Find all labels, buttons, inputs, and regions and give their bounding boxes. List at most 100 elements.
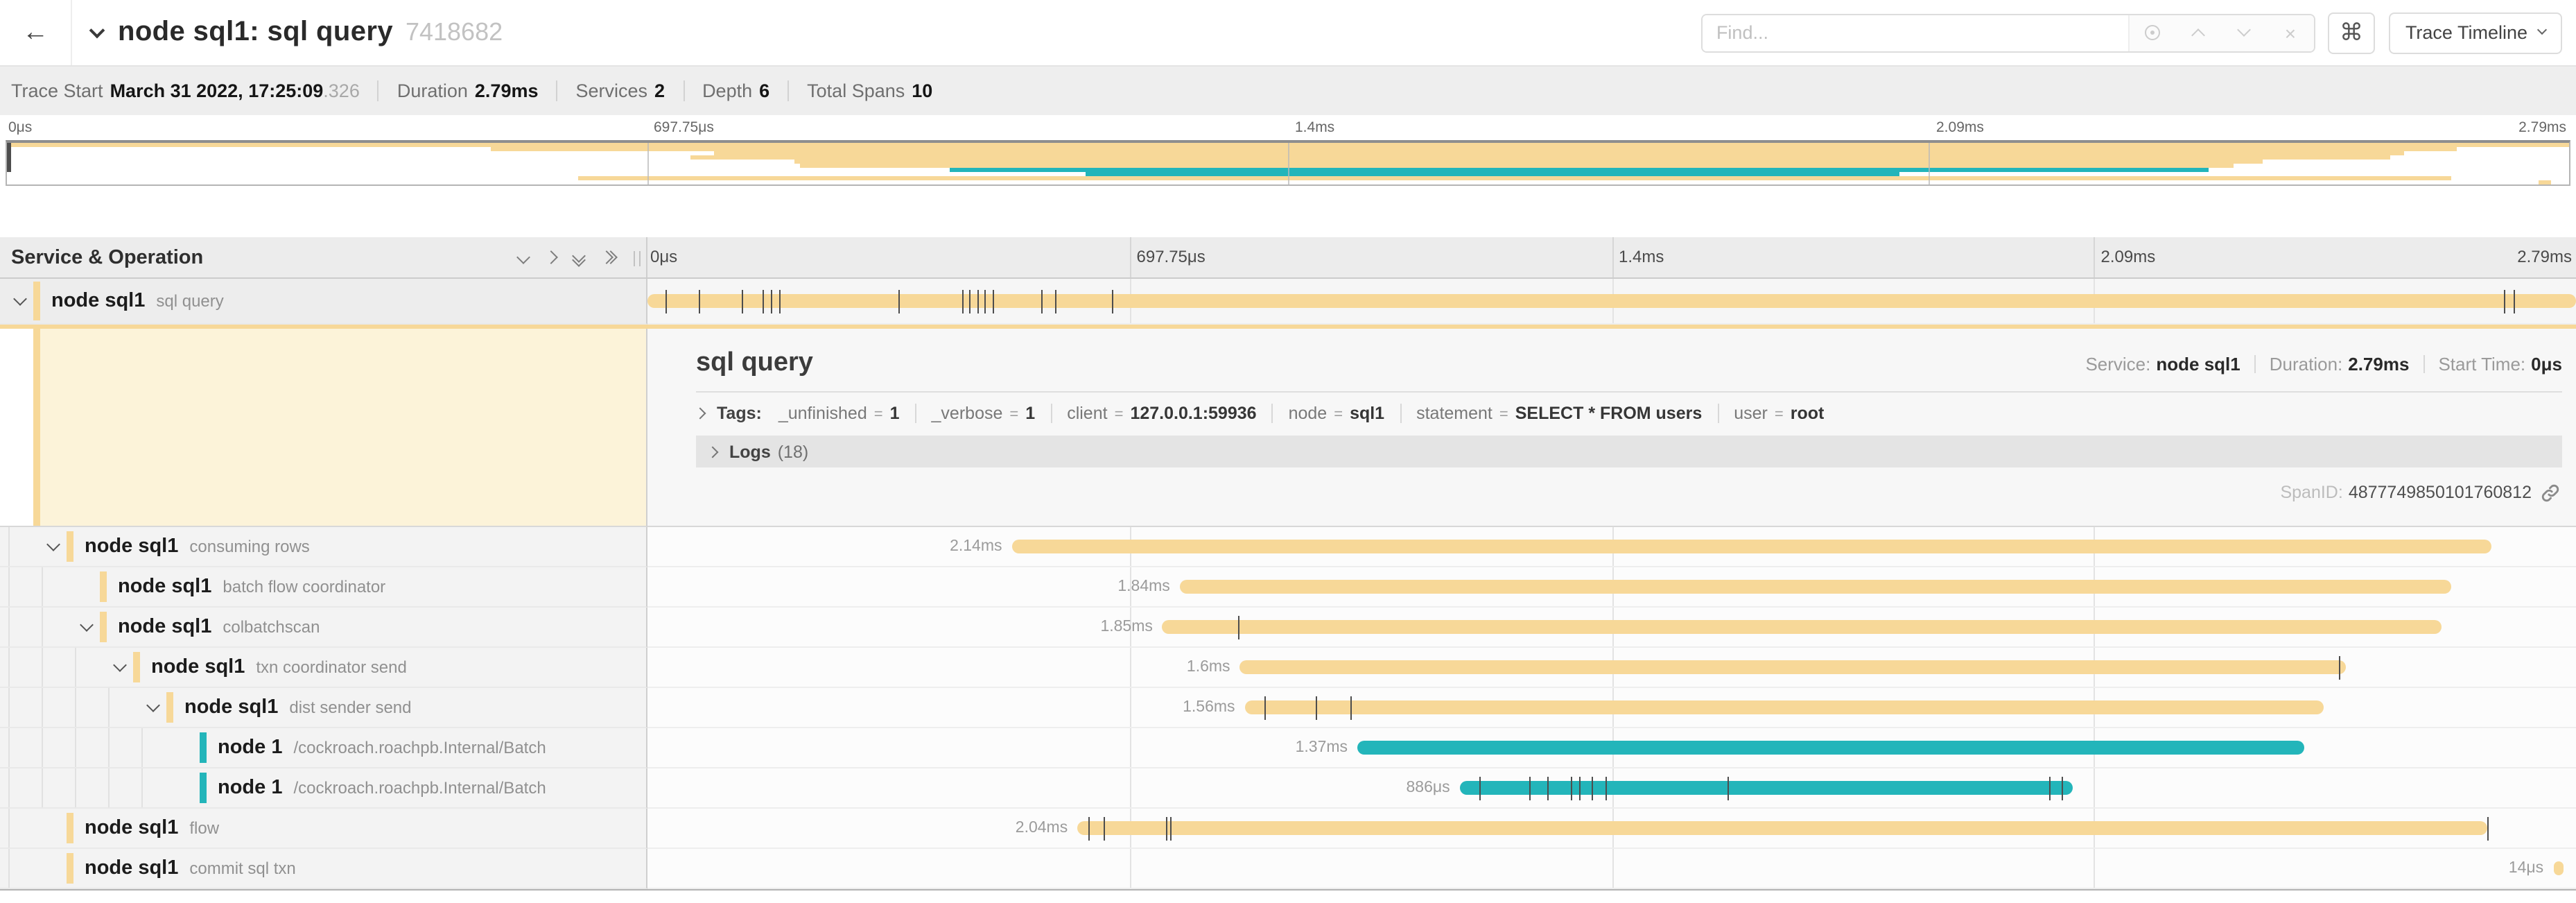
view-selector-button[interactable]: Trace Timeline	[2388, 12, 2562, 53]
log-marker[interactable]	[771, 289, 773, 313]
log-marker[interactable]	[1170, 816, 1172, 840]
log-marker[interactable]	[2049, 776, 2051, 800]
span-row-0[interactable]: node sql1 sql query	[0, 279, 2576, 325]
log-marker[interactable]	[1350, 696, 1352, 719]
span-timeline-cell[interactable]: 2.14ms	[647, 527, 2576, 567]
span-row-9[interactable]: node sql1 commit sql txn 14μs	[0, 849, 2576, 889]
chevron-down-icon[interactable]	[80, 618, 94, 632]
log-marker[interactable]	[665, 289, 668, 313]
span-timeline-cell[interactable]: 2.04ms	[647, 809, 2576, 849]
span-bar[interactable]	[1011, 540, 2491, 553]
log-marker[interactable]	[2504, 289, 2506, 313]
log-marker[interactable]	[1088, 816, 1090, 840]
span-bar[interactable]	[1459, 781, 2073, 795]
log-marker[interactable]	[969, 289, 971, 313]
log-marker[interactable]	[1103, 816, 1105, 840]
column-resize-grip[interactable]	[634, 251, 641, 266]
log-marker[interactable]	[2514, 289, 2516, 313]
prev-result-icon[interactable]	[2189, 23, 2209, 42]
span-timeline-cell[interactable]: 14μs	[647, 849, 2576, 889]
span-bar[interactable]	[1357, 741, 2305, 755]
log-marker[interactable]	[1728, 776, 1730, 800]
log-marker[interactable]	[1165, 816, 1167, 840]
log-marker[interactable]	[2338, 655, 2340, 679]
collapse-all-icon[interactable]	[572, 248, 586, 266]
span-bar[interactable]	[2553, 861, 2564, 875]
log-marker[interactable]	[993, 289, 995, 313]
log-marker[interactable]	[1579, 776, 1581, 800]
expand-one-icon[interactable]	[544, 250, 558, 264]
span-timeline-cell[interactable]	[647, 279, 2576, 325]
span-bar[interactable]	[647, 294, 2576, 308]
chevron-down-icon[interactable]	[46, 538, 60, 551]
span-row-4[interactable]: node sql1 txn coordinator send 1.6ms	[0, 648, 2576, 688]
minimap-drag-handle[interactable]	[7, 143, 11, 172]
span-bar[interactable]	[1077, 821, 2488, 835]
log-marker[interactable]	[1238, 615, 1240, 639]
tree-item[interactable]: node 1/cockroach.roachpb.Internal/Batch	[0, 768, 647, 809]
tree-item[interactable]: node sql1 colbatchscan	[0, 608, 647, 648]
log-marker[interactable]	[1264, 696, 1267, 719]
log-marker[interactable]	[1547, 776, 1549, 800]
link-icon[interactable]	[2541, 483, 2559, 501]
span-row-5[interactable]: node sql1 dist sender send 1.56ms	[0, 688, 2576, 728]
span-row-1[interactable]: node sql1 consuming rows 2.14ms	[0, 527, 2576, 567]
tags-row[interactable]: Tags: _unfinished = 1 _verbose = 1 client = 127.…	[694, 404, 2562, 423]
tree-item[interactable]: node sql1 sql query	[0, 279, 647, 325]
tree-item[interactable]: node sql1 flow	[0, 809, 647, 849]
span-timeline-cell[interactable]: 1.84ms	[647, 567, 2576, 608]
log-marker[interactable]	[1479, 776, 1481, 800]
log-marker[interactable]	[1315, 696, 1317, 719]
log-marker[interactable]	[2487, 816, 2489, 840]
chevron-down-icon[interactable]	[146, 698, 160, 712]
span-row-6[interactable]: node 1/cockroach.roachpb.Internal/Batch 1…	[0, 728, 2576, 768]
tree-item[interactable]: node 1/cockroach.roachpb.Internal/Batch	[0, 728, 647, 768]
clear-search-icon[interactable]: ×	[2284, 22, 2297, 44]
log-marker[interactable]	[1605, 776, 1606, 800]
chevron-down-icon[interactable]	[13, 292, 27, 306]
span-row-7[interactable]: node 1/cockroach.roachpb.Internal/Batch 8…	[0, 768, 2576, 809]
span-row-3[interactable]: node sql1 colbatchscan 1.85ms	[0, 608, 2576, 648]
span-timeline-cell[interactable]: 1.85ms	[647, 608, 2576, 648]
log-marker[interactable]	[977, 289, 979, 313]
tree-item[interactable]: node sql1 consuming rows	[0, 527, 647, 567]
log-marker[interactable]	[898, 289, 900, 313]
chevron-down-icon[interactable]	[113, 658, 127, 672]
tree-item[interactable]: node sql1 batch flow coordinator	[0, 567, 647, 608]
log-marker[interactable]	[961, 289, 964, 313]
tree-item[interactable]: node sql1 dist sender send	[0, 688, 647, 728]
span-timeline-cell[interactable]: 1.6ms	[647, 648, 2576, 688]
span-bar[interactable]	[1239, 660, 2346, 674]
minimap-canvas[interactable]	[6, 140, 2570, 186]
log-marker[interactable]	[1570, 776, 1572, 800]
span-bar[interactable]	[1162, 620, 2442, 634]
log-marker[interactable]	[742, 289, 744, 313]
span-timeline-cell[interactable]: 1.56ms	[647, 688, 2576, 728]
log-marker[interactable]	[1591, 776, 1593, 800]
log-marker[interactable]	[1041, 289, 1043, 313]
keyboard-shortcuts-button[interactable]: ⌘	[2327, 12, 2375, 53]
locate-icon[interactable]	[2143, 23, 2163, 42]
log-marker[interactable]	[1112, 289, 1114, 313]
logs-row[interactable]: Logs (18)	[696, 436, 2562, 467]
span-bar[interactable]	[1179, 580, 2452, 594]
span-timeline-cell[interactable]: 886μs	[647, 768, 2576, 809]
log-marker[interactable]	[984, 289, 986, 313]
log-marker[interactable]	[699, 289, 701, 313]
log-marker[interactable]	[1529, 776, 1531, 800]
span-timeline-cell[interactable]: 1.37ms	[647, 728, 2576, 768]
back-button[interactable]: ←	[0, 0, 72, 65]
span-bar[interactable]	[1244, 700, 2323, 714]
tree-item[interactable]: node sql1 commit sql txn	[0, 849, 647, 889]
span-row-8[interactable]: node sql1 flow 2.04ms	[0, 809, 2576, 849]
collapse-trace-chevron-icon[interactable]	[89, 22, 105, 39]
log-marker[interactable]	[762, 289, 764, 313]
collapse-one-icon[interactable]	[516, 250, 530, 264]
expand-all-icon[interactable]	[600, 250, 618, 264]
span-row-2[interactable]: node sql1 batch flow coordinator 1.84ms	[0, 567, 2576, 608]
log-marker[interactable]	[779, 289, 781, 313]
next-result-icon[interactable]	[2235, 23, 2254, 42]
find-input[interactable]	[1702, 15, 2128, 51]
tree-item[interactable]: node sql1 txn coordinator send	[0, 648, 647, 688]
log-marker[interactable]	[2062, 776, 2064, 800]
